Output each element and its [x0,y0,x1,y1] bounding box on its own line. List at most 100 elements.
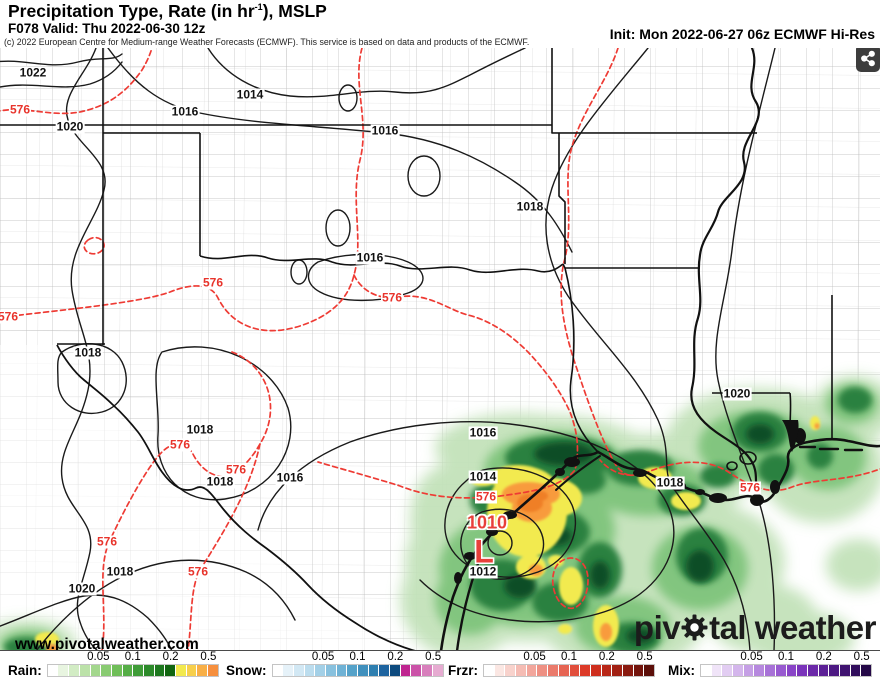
legend-color-segment [850,665,861,676]
legend-tick: 0.1 [349,651,366,663]
legend-group-frzr: Frzr: 0.05 0.1 0.2 0.5 [448,651,655,678]
legend-color-segment [775,665,786,676]
legend-colorbar: 0.05 0.1 0.2 0.5 [700,651,872,678]
legend-color-segment [90,665,101,676]
legend-tick: 0.2 [815,651,832,663]
legend-color-segment [622,665,633,676]
legend-color-segment [143,665,154,676]
legend-group-snow: Snow: 0.05 0.1 0.2 0.5 [226,651,444,678]
legend-tick: 0.05 [740,651,763,663]
legend-color-segment [743,665,754,676]
legend-color-segment [111,665,122,676]
legend-color-segment [829,665,839,676]
copyright-notice: (c) 2022 European Centre for Medium-rang… [4,37,530,47]
legend-tick: 0.1 [561,651,577,663]
legend-color-segment [122,665,133,676]
legend-color-segment [411,665,422,676]
legend-color-segment [765,665,775,676]
legend-label: Mix: [668,663,695,678]
legend-tick: 0.05 [87,651,110,663]
legend-color-segment [633,665,644,676]
state-borders-layer [0,48,833,651]
legend-color-segment [754,665,765,676]
legend-color-segment [101,665,111,676]
legend-label: Snow: [226,663,267,678]
legend-color-segment [272,665,283,676]
share-button[interactable] [856,44,880,72]
legend-color-segment [422,665,432,676]
legend-tick: 0.05 [311,651,335,663]
legend-color-segment [818,665,829,676]
legend-color-segment [336,665,347,676]
legend-color-segment [505,665,516,676]
legend-color-segment [484,665,494,676]
legend-color-segment [154,665,165,676]
legend-colorbar: 0.05 0.1 0.2 0.5 [46,651,219,678]
legend-color-segment [186,665,197,676]
legend-tick: 0.2 [598,651,615,663]
legend-group-mix: Mix: 0.05 0.1 0.2 0.5 [668,651,872,678]
legend-color-segment [208,665,218,676]
coastal-lakes [726,451,757,471]
legend-color-segment [283,665,293,676]
legend-color-segment [526,665,537,676]
legend-colorbar: 0.05 0.1 0.2 0.5 [271,651,444,678]
legend-colorbar: 0.05 0.1 0.2 0.5 [483,651,655,678]
legend-color-segment [644,665,654,676]
legend-tick: 0.5 [853,651,870,663]
legend-tick: 0.2 [162,651,179,663]
legend-tick: 0.05 [523,651,546,663]
legend-color-segment [379,665,390,676]
legend-color-segment [722,665,733,676]
legend-group-rain: Rain: 0.05 0.1 0.2 0.5 [8,651,219,678]
legend-color-segment [569,665,580,676]
legend-color-segment [304,665,315,676]
legend-color-segment [601,665,612,676]
legend-color-segment [358,665,368,676]
legend-color-segment [347,665,357,676]
legend-color-segment [558,665,569,676]
legend-color-segment [293,665,304,676]
legend-color-segment [133,665,143,676]
legend-color-segment [176,665,186,676]
legend-color-segment [701,665,711,676]
map-title: Precipitation Type, Rate (in hr-1), MSLP [8,1,327,21]
legend-color-segment [325,665,336,676]
share-icon [861,50,875,66]
legend-color-segment [47,665,58,676]
legend-color-segment [612,665,622,676]
legend-color-segment [711,665,722,676]
legend-color-segment [197,665,208,676]
init-time: Init: Mon 2022-06-27 06z ECMWF Hi-Res [609,26,875,42]
legend-tick: 0.5 [200,651,217,663]
legend-color-segment [494,665,505,676]
header: Precipitation Type, Rate (in hr-1), MSLP… [0,0,880,48]
legend-color-segment [390,665,400,676]
legend-color-segment [315,665,325,676]
precip-legend: Rain: 0.05 0.1 0.2 0.5 Snow: 0.05 0.1 0.2 0.5 Frzr… [0,650,880,680]
legend-color-segment [839,665,850,676]
legend-color-segment [807,665,818,676]
legend-tick: 0.5 [636,651,653,663]
legend-tick: 0.1 [124,651,141,663]
legend-color-segment [733,665,743,676]
river-layer [690,48,762,502]
legend-color-segment [400,665,411,676]
legend-label: Rain: [8,663,42,678]
legend-color-segment [786,665,797,676]
legend-tick: 0.2 [387,651,404,663]
legend-color-segment [368,665,379,676]
legend-tick: 0.5 [425,651,442,663]
legend-label: Frzr: [448,663,478,678]
valid-time: F078 Valid: Thu 2022-06-30 12z [8,21,206,36]
legend-color-segment [165,665,175,676]
legend-color-segment [580,665,590,676]
legend-color-segment [548,665,558,676]
legend-color-segment [590,665,601,676]
legend-color-segment [69,665,79,676]
legend-color-segment [79,665,90,676]
legend-color-segment [861,665,871,676]
legend-color-segment [58,665,69,676]
